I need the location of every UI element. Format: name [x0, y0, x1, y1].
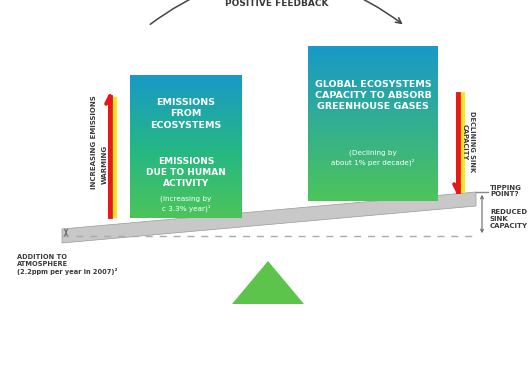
Text: TIPPING
POINT?: TIPPING POINT? — [490, 184, 522, 197]
Text: POSITIVE FEEDBACK: POSITIVE FEEDBACK — [225, 0, 328, 8]
Text: REDUCED
SINK
CAPACITY: REDUCED SINK CAPACITY — [490, 209, 528, 229]
Text: INCREASING EMISSIONS: INCREASING EMISSIONS — [91, 95, 97, 189]
Polygon shape — [62, 192, 476, 243]
Text: EMISSIONS
DUE TO HUMAN
ACTIVITY: EMISSIONS DUE TO HUMAN ACTIVITY — [146, 157, 226, 188]
Text: (Declining by
about 1% per decade)²: (Declining by about 1% per decade)² — [331, 150, 415, 166]
Text: (Increasing by
c 3.3% year)¹: (Increasing by c 3.3% year)¹ — [160, 196, 212, 212]
Text: EMISSIONS
FROM
ECOSYSTEMS: EMISSIONS FROM ECOSYSTEMS — [151, 98, 222, 129]
Text: GLOBAL ECOSYSTEMS
CAPACITY TO ABSORB
GREENHOUSE GASES: GLOBAL ECOSYSTEMS CAPACITY TO ABSORB GRE… — [314, 80, 431, 111]
Text: WARMING: WARMING — [102, 144, 108, 184]
Polygon shape — [232, 261, 304, 304]
Text: DECLINING SINK
CAPACITY: DECLINING SINK CAPACITY — [461, 111, 475, 172]
Text: ADDITION TO
ATMOSPHERE
(2.2ppm per year in 2007)²: ADDITION TO ATMOSPHERE (2.2ppm per year … — [17, 254, 118, 275]
